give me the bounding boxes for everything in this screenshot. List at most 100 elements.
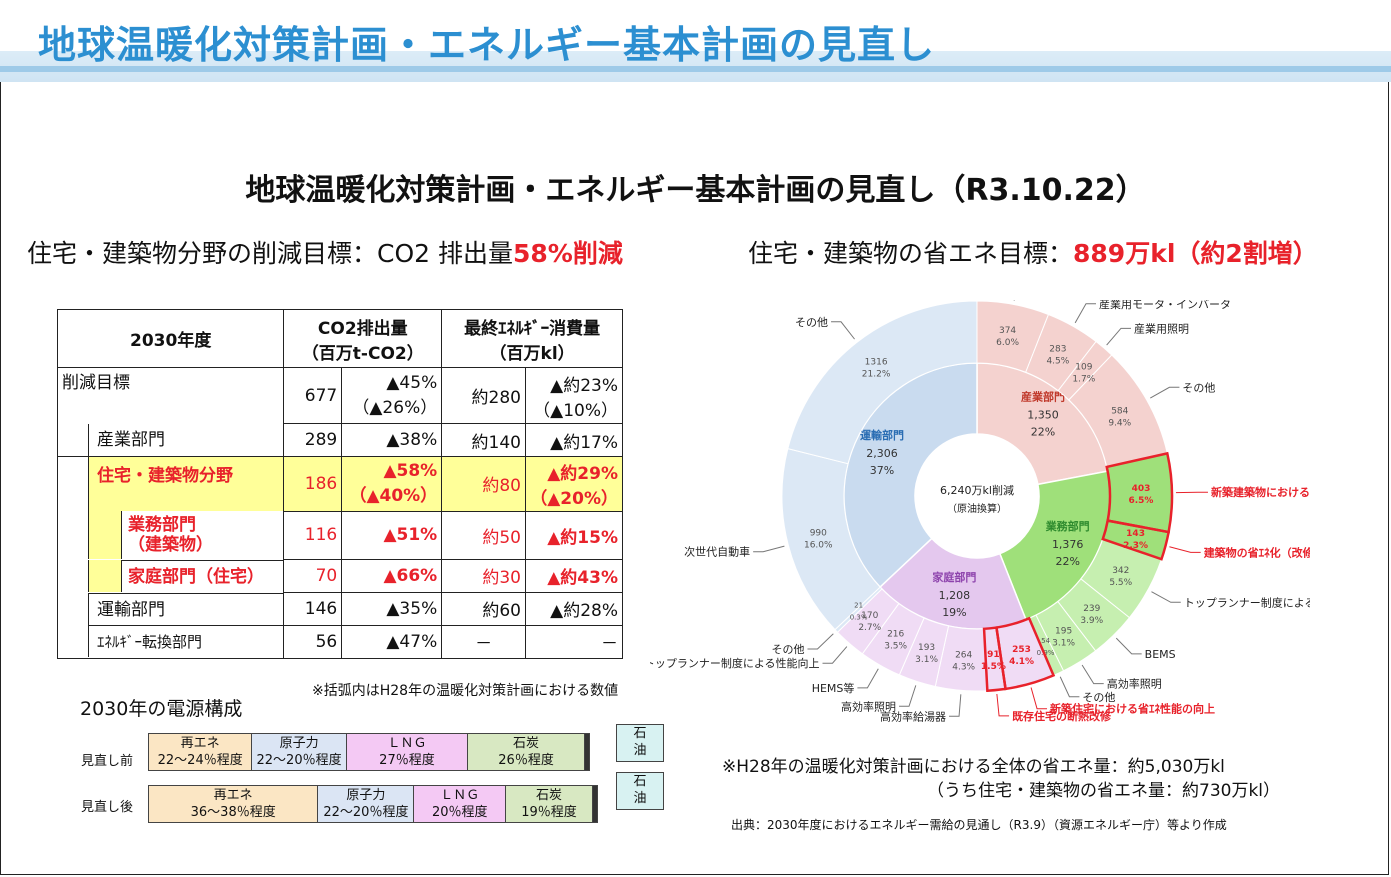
donut-callout-line-11 <box>996 693 1010 717</box>
donut-callout-line-9 <box>1059 676 1080 698</box>
donut-inner-value-1: 1,376 <box>1052 538 1084 551</box>
donut-outer-value-15: 170 <box>861 611 878 621</box>
donut-callout-line-8 <box>1081 664 1104 685</box>
donut-outer-value-1: 283 <box>1049 344 1066 354</box>
header-co2: CO2排出量 （百万t-CO2） <box>283 309 443 368</box>
table-cell: ▲38% <box>341 423 443 457</box>
goal-co2: 住宅・建築物分野の削減目標：CO2 排出量58%削減 <box>27 234 623 270</box>
donut-outer-value-8: 195 <box>1055 626 1072 636</box>
table-cell: ▲約23% （▲10%） <box>524 367 624 424</box>
table-cell: 146 <box>283 591 343 626</box>
donut-outer-label-15: トップランナー制度による性能向上 <box>650 656 819 670</box>
power-segment-3: 石炭 26％程度 <box>468 734 585 770</box>
donut-callout-line-12 <box>949 694 962 717</box>
table-cell: ▲45% （▲26%） <box>341 367 443 424</box>
donut-outer-highlight-5 <box>1101 519 1171 561</box>
donut-outer-value-9: 54 <box>1041 637 1050 645</box>
donut-outer-value-6: 342 <box>1112 566 1129 576</box>
row-label: 住宅・建築物分野 <box>88 457 284 511</box>
donut-outer-label-3: その他 <box>1182 381 1215 394</box>
table-row-transport: 運輸部門 146 ▲35% 約60 ▲約28% <box>56 591 624 626</box>
page-title: 地球温暖化対策計画・エネルギー基本計画の見直し <box>38 23 936 67</box>
goal-co2-value: 58%削減 <box>513 239 623 268</box>
oil-box-after: 石油 <box>616 772 664 810</box>
donut-outer-value-4: 403 <box>1132 484 1151 494</box>
power-segment-3: 石炭 19％程度 <box>506 786 593 822</box>
goal-co2-label: 住宅・建築物分野の削減目標：CO2 排出量 <box>27 239 513 268</box>
reduction-table: 2030年度 CO2排出量 （百万t-CO2） 最終ｴﾈﾙｷﾞｰ消費量 （百万kl）… <box>56 309 624 659</box>
energy-saving-donut: 産業部門 1,350 22% 業務部門 1,376 22% 家庭部門 1,208 19% 運輸部門… <box>650 300 1310 723</box>
table-cell: ▲約17% <box>524 423 624 457</box>
donut-outer-pct-11: 1.5% <box>981 662 1006 672</box>
donut-outer-label-11: 既存住宅の断熱改修 <box>1012 709 1112 723</box>
donut-outer-label-4: 新築建築物における省ｴﾈ性能の向上 <box>1211 485 1310 499</box>
donut-outer-label-1: 産業用モータ・インバータ <box>1099 300 1231 311</box>
goal-energy-label: 住宅・建築物の省エネ目標： <box>748 239 1074 268</box>
table-cell: ▲51% <box>341 510 443 560</box>
h28-note: ※H28年の温暖化対策計画における全体の省エネ量：約5,030万kl <box>722 757 1225 777</box>
row-label: 家庭部門（住宅） <box>121 559 284 592</box>
donut-outer-value-2: 109 <box>1075 363 1092 373</box>
donut-outer-label-14: HEMS等 <box>812 681 855 695</box>
header-rule <box>0 66 1391 72</box>
donut-inner-value-2: 1,208 <box>939 589 971 602</box>
table-cell: 約140 <box>441 423 526 457</box>
donut-outer-label-5: 建築物の省ｴﾈ化（改修） <box>1204 545 1310 559</box>
donut-inner-name-3: 運輸部門 <box>860 428 904 442</box>
donut-outer-label-2: 産業用照明 <box>1134 322 1189 335</box>
donut-inner-pct-1: 22% <box>1055 555 1079 568</box>
donut-outer-value-11: 91 <box>987 650 1000 660</box>
donut-outer-highlight-11 <box>982 626 1007 693</box>
donut-outer-value-0: 374 <box>999 326 1016 336</box>
donut-callout-line-5 <box>1169 546 1201 553</box>
donut-outer-pct-18: 21.2% <box>862 370 891 380</box>
donut-callout-line-16 <box>807 633 834 650</box>
table-row-housing: 住宅・建築物分野 186 ▲58% （▲40%） 約80 ▲約29% （▲20%） <box>56 456 624 512</box>
donut-callout-line-10 <box>1030 687 1048 710</box>
donut-outer-pct-4: 6.5% <box>1128 496 1153 506</box>
table-cell: 約80 <box>441 456 526 512</box>
donut-outer-label-17: 次世代自動車 <box>684 545 750 559</box>
power-segment-oil <box>592 786 597 822</box>
donut-outer-value-12: 264 <box>955 650 972 660</box>
donut-callout-line-15 <box>822 646 848 664</box>
table-row-home: 家庭部門（住宅） 70 ▲66% 約30 ▲約43% <box>56 558 624 593</box>
table-row-conversion: ｴﾈﾙｷﾞｰ転換部門 56 ▲47% － － <box>56 624 624 659</box>
power-after-bar: 再エネ 36～38％程度 原子力 22～20％程度 ＬＮＧ 20％程度 石炭 19％程度 <box>148 785 598 823</box>
goal-energy: 住宅・建築物の省エネ目標：889万kl（約2割増） <box>748 234 1318 270</box>
table-cell: － <box>441 624 526 659</box>
donut-center-unit: （原油換算） <box>947 502 1007 515</box>
table-cell: 289 <box>283 423 343 457</box>
power-segment-0: 再エネ 36～38％程度 <box>149 786 319 822</box>
row-label: 運輸部門 <box>88 592 284 625</box>
paren-note: ※括弧内はH28年の温暖化対策計画における数値 <box>312 683 619 699</box>
donut-outer-pct-10: 4.1% <box>1009 657 1034 667</box>
donut-outer-value-3: 584 <box>1111 406 1128 416</box>
table-cell: 約60 <box>441 591 526 626</box>
table-cell: － <box>524 624 624 659</box>
donut-outer-label-18: その他 <box>795 316 828 329</box>
donut-outer-value-18: 1316 <box>865 358 888 368</box>
row-label: 業務部門 （建築物） <box>121 511 284 559</box>
row-label: 産業部門 <box>88 423 279 456</box>
power-segment-0: 再エネ 22～24％程度 <box>149 734 253 770</box>
donut-outer-label-13: 高効率照明 <box>841 699 896 713</box>
source-note: 出典：2030年度におけるエネルギー需給の見通し（R3.9）（資源エネルギー庁）… <box>731 818 1227 832</box>
donut-outer-pct-9: 0.9% <box>1037 649 1055 657</box>
donut-outer-pct-8: 3.1% <box>1052 638 1075 648</box>
donut-inner-pct-3: 37% <box>870 464 894 477</box>
donut-outer-label-9: その他 <box>1082 691 1115 704</box>
table-cell: ▲35% <box>341 591 443 626</box>
donut-outer-value-17: 990 <box>810 528 827 538</box>
donut-outer-pct-2: 1.7% <box>1072 375 1095 385</box>
donut-outer-value-7: 239 <box>1083 604 1100 614</box>
table-cell: 677 <box>283 367 343 424</box>
donut-outer-value-5: 143 <box>1126 529 1145 539</box>
donut-outer-label-8: 高効率照明 <box>1107 677 1162 691</box>
donut-outer-pct-13: 3.1% <box>915 655 938 665</box>
row-label: ｴﾈﾙｷﾞｰ転換部門 <box>88 625 284 658</box>
table-cell: ▲約29% （▲20%） <box>524 456 624 512</box>
donut-callout-line-7 <box>1115 637 1142 655</box>
row-label: 削減目標 <box>56 367 285 424</box>
donut-inner-value-3: 2,306 <box>866 447 898 460</box>
